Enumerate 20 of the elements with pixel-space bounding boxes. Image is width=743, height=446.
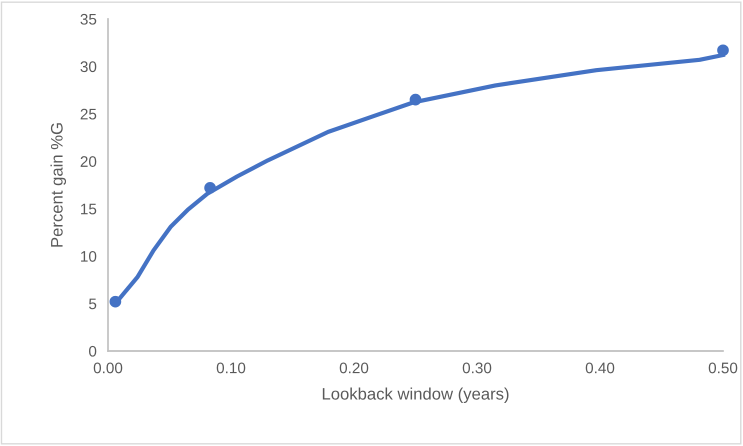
- point: [410, 94, 422, 106]
- x-tick-label: 0.30: [462, 362, 492, 374]
- point: [110, 296, 122, 308]
- x-axis-title: Lookback window (years): [322, 387, 508, 403]
- y-axis-title: Percent gain %G: [50, 123, 66, 247]
- x-tick-label: 0.20: [340, 362, 368, 374]
- y-tick-label: 0: [88, 346, 96, 357]
- y-tick-label: 20: [80, 156, 96, 167]
- y-tick-label: 10: [81, 251, 96, 262]
- y-tick-label: 5: [89, 298, 96, 310]
- x-tick-label: 0.40: [586, 362, 614, 374]
- x-tick-label: 0.10: [216, 362, 246, 374]
- y-tick-label: 15: [81, 204, 96, 214]
- y-tick-label: 25: [80, 108, 96, 120]
- point: [717, 44, 729, 56]
- y-tick-label: 30: [80, 61, 96, 72]
- y-tick-label: 35: [80, 14, 96, 25]
- point: [204, 182, 216, 194]
- x-tick-label: 0.50: [708, 362, 738, 374]
- x-tick-label: 0.00: [94, 362, 122, 374]
